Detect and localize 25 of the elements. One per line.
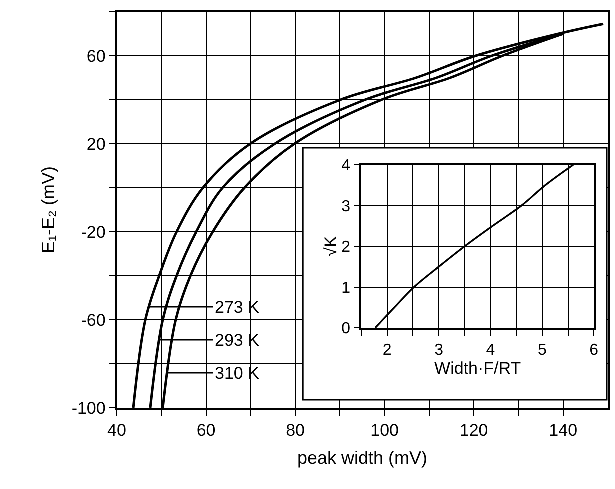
y-axis-title: √K <box>322 236 341 257</box>
x-tick-label: 140 <box>549 421 578 440</box>
x-tick-label: 120 <box>460 421 488 440</box>
x-tick-label: 2 <box>382 342 392 359</box>
x-tick-label: 100 <box>370 421 400 440</box>
x-tick-label: 80 <box>286 421 306 440</box>
x-axis-title: Width·F/RT <box>434 358 522 378</box>
y-tick-label: 0 <box>342 320 351 338</box>
x-tick-label: 4 <box>486 342 496 359</box>
x-tick-label: 60 <box>196 421 216 440</box>
y-tick-label: 20 <box>86 134 106 154</box>
y-tick-label: 2 <box>342 239 351 256</box>
y-tick-label: -100 <box>72 398 106 418</box>
y-axis-title: E₁-E₂ (mV) <box>38 166 59 254</box>
y-tick-label: 1 <box>342 280 351 297</box>
y-tick-label: 60 <box>86 46 106 66</box>
x-tick-label: 6 <box>590 342 599 359</box>
y-tick-label: 3 <box>342 198 351 216</box>
y-tick-label: -60 <box>81 310 106 330</box>
x-tick-label: 3 <box>434 342 444 359</box>
y-tick-label: -20 <box>81 222 106 242</box>
x-axis-title: peak width (mV) <box>297 448 428 468</box>
x-tick-label: 5 <box>538 342 547 359</box>
y-tick-label: 4 <box>342 158 351 175</box>
x-tick-label: 40 <box>108 421 126 440</box>
